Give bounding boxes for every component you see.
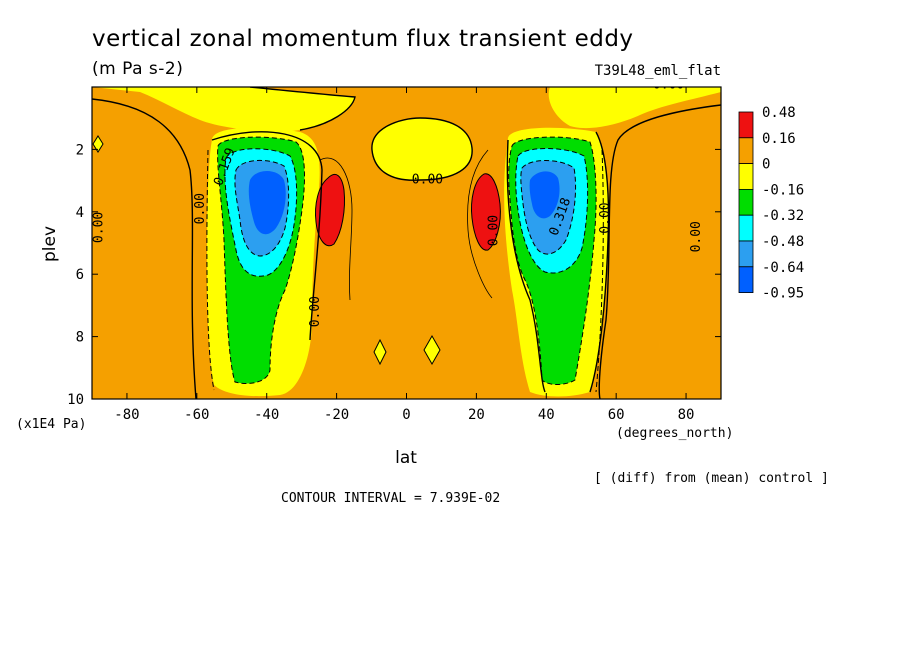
colorbar-level-label: -0.32: [762, 208, 804, 224]
y-tick-label: 8: [76, 330, 84, 346]
darkblue-core-left: [248, 171, 286, 235]
contour-label: 0.00: [486, 215, 501, 246]
contour-label: 0.00: [91, 212, 106, 243]
contour-interval: CONTOUR INTERVAL = 7.939E-02: [281, 491, 500, 506]
red-core-right: [471, 173, 501, 251]
yellow-diamond-a: [373, 338, 387, 366]
colorbar-swatch: [738, 214, 754, 242]
chart-title: vertical zonal momentum flux transient e…: [92, 26, 634, 52]
x-tick-label: 0: [402, 407, 410, 423]
y-axis-label: plev: [40, 226, 60, 262]
x-tick-label: 80: [678, 407, 695, 423]
x-tick-label: 40: [538, 407, 555, 423]
y-tick-label: 2: [76, 142, 84, 158]
contour-label: 0.00: [193, 193, 208, 224]
y-tick-label: 6: [76, 267, 84, 283]
colorbar-swatch: [738, 163, 754, 190]
contour-label: 0.00: [412, 173, 443, 188]
x-tick-label: -60: [184, 407, 209, 423]
contour-label: 0.00: [653, 78, 684, 93]
colorbar: 0.48 0.16 0 -0.16 -0.32 -0.48 -0.64 -0.95: [738, 105, 804, 302]
y-axis-units: (x1E4 Pa): [16, 417, 86, 432]
colorbar-level-label: -0.16: [762, 182, 804, 198]
x-tick-label: 60: [608, 407, 625, 423]
x-tick-label: -40: [254, 407, 279, 423]
x-tick-label: -20: [324, 407, 349, 423]
colorbar-swatch: [738, 266, 754, 293]
footer-note: [ (diff) from (mean) control ]: [594, 471, 829, 486]
colorbar-level-label: -0.48: [762, 234, 804, 250]
y-tick-label: 10: [67, 392, 84, 408]
colorbar-level-label: 0: [762, 157, 770, 173]
colorbar-swatch: [738, 111, 754, 139]
yellow-region-top-center: [371, 118, 473, 181]
y-axis: 2 4 6 8 10: [67, 142, 721, 408]
negative-contours: [206, 136, 604, 393]
yellow-diamond-b: [423, 334, 441, 366]
colorbar-level-label: 0.48: [762, 105, 796, 121]
contour-lines: [92, 87, 721, 399]
x-tick-label: -80: [114, 407, 139, 423]
yellow-region-top-left: [92, 87, 355, 132]
colorbar-level-label: -0.95: [762, 286, 804, 302]
yellow-region-top-right: [548, 87, 721, 129]
contour-label: 0.00: [689, 221, 704, 252]
colorbar-level-label: 0.16: [762, 131, 796, 147]
colorbar-swatch: [738, 240, 754, 268]
red-core-left: [315, 174, 345, 247]
colorbar-swatch: [738, 188, 754, 216]
yellow-diamond-c: [92, 135, 104, 153]
x-axis-label: lat: [395, 448, 417, 468]
colorbar-swatch: [738, 137, 754, 165]
x-tick-label: 20: [468, 407, 485, 423]
contour-label: 0.00: [308, 296, 323, 327]
x-axis: -80 -60 -40 -20 0 20 40 60 80: [114, 87, 694, 423]
y-tick-label: 4: [76, 205, 84, 221]
contour-label: 0.00: [598, 202, 613, 233]
run-label: T39L48_eml_flat: [595, 63, 721, 79]
chart-subtitle: (m Pa s-2): [92, 59, 183, 79]
darkblue-core-right: [529, 171, 560, 219]
colorbar-level-label: -0.64: [762, 260, 804, 276]
x-axis-units: (degrees_north): [616, 426, 733, 441]
